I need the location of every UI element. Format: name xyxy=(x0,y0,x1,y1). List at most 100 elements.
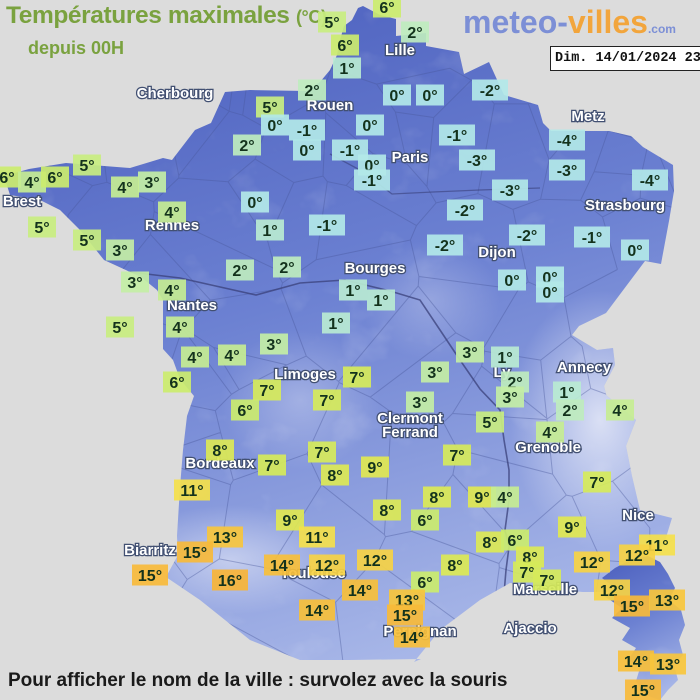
svg-text:5°: 5° xyxy=(112,320,127,337)
svg-text:4°: 4° xyxy=(117,180,132,197)
svg-text:Ferrand: Ferrand xyxy=(382,424,438,441)
svg-text:9°: 9° xyxy=(474,490,489,507)
svg-text:3°: 3° xyxy=(412,395,427,412)
svg-text:1°: 1° xyxy=(345,283,360,300)
svg-text:0°: 0° xyxy=(299,143,314,160)
svg-text:3°: 3° xyxy=(427,365,442,382)
svg-text:0°: 0° xyxy=(627,243,642,260)
svg-text:4°: 4° xyxy=(164,283,179,300)
svg-text:7°: 7° xyxy=(264,458,279,475)
svg-text:3°: 3° xyxy=(127,275,142,292)
svg-text:7°: 7° xyxy=(349,370,364,387)
svg-text:-2°: -2° xyxy=(517,228,538,245)
svg-text:2°: 2° xyxy=(232,263,247,280)
svg-text:6°: 6° xyxy=(237,403,252,420)
svg-text:8°: 8° xyxy=(212,443,227,460)
svg-text:6°: 6° xyxy=(417,513,432,530)
svg-text:0°: 0° xyxy=(389,88,404,105)
svg-text:3°: 3° xyxy=(462,345,477,362)
svg-text:6°: 6° xyxy=(169,375,184,392)
svg-text:7°: 7° xyxy=(539,573,554,590)
svg-text:8°: 8° xyxy=(327,468,342,485)
svg-text:Metz: Metz xyxy=(571,108,604,125)
svg-text:-2°: -2° xyxy=(435,238,456,255)
svg-text:1°: 1° xyxy=(262,223,277,240)
svg-text:9°: 9° xyxy=(564,520,579,537)
svg-text:Biarritz: Biarritz xyxy=(124,542,176,559)
svg-text:3°: 3° xyxy=(266,337,281,354)
svg-text:6°: 6° xyxy=(0,170,15,187)
svg-text:14°: 14° xyxy=(400,630,424,647)
svg-text:-1°: -1° xyxy=(317,218,338,235)
svg-text:9°: 9° xyxy=(367,460,382,477)
svg-text:4°: 4° xyxy=(24,175,39,192)
svg-text:7°: 7° xyxy=(449,448,464,465)
svg-text:-1°: -1° xyxy=(447,128,468,145)
svg-text:5°: 5° xyxy=(262,100,277,117)
svg-text:15°: 15° xyxy=(183,545,207,562)
svg-text:4°: 4° xyxy=(612,403,627,420)
svg-text:1°: 1° xyxy=(559,385,574,402)
svg-text:5°: 5° xyxy=(34,220,49,237)
svg-text:8°: 8° xyxy=(379,503,394,520)
svg-text:14°: 14° xyxy=(270,558,294,575)
svg-text:Paris: Paris xyxy=(392,149,429,166)
svg-text:2°: 2° xyxy=(304,83,319,100)
svg-text:2°: 2° xyxy=(239,138,254,155)
svg-text:7°: 7° xyxy=(314,445,329,462)
svg-text:-2°: -2° xyxy=(480,83,501,100)
svg-text:-2°: -2° xyxy=(455,203,476,220)
svg-text:1°: 1° xyxy=(328,316,343,333)
svg-text:13°: 13° xyxy=(655,593,679,610)
svg-text:4°: 4° xyxy=(497,490,512,507)
svg-text:6°: 6° xyxy=(47,170,62,187)
svg-text:0°: 0° xyxy=(362,118,377,135)
svg-text:11°: 11° xyxy=(305,530,328,547)
svg-text:14°: 14° xyxy=(624,654,648,671)
svg-text:6°: 6° xyxy=(379,0,394,17)
svg-text:5°: 5° xyxy=(79,233,94,250)
svg-text:2°: 2° xyxy=(562,403,577,420)
svg-text:13°: 13° xyxy=(213,530,237,547)
svg-text:-3°: -3° xyxy=(467,153,488,170)
svg-text:0°: 0° xyxy=(247,195,262,212)
svg-text:Limoges: Limoges xyxy=(274,366,336,383)
svg-text:Cherbourg: Cherbourg xyxy=(137,85,214,102)
svg-text:15°: 15° xyxy=(620,599,644,616)
svg-text:8°: 8° xyxy=(429,490,444,507)
svg-text:-1°: -1° xyxy=(340,143,361,160)
svg-text:3°: 3° xyxy=(112,243,127,260)
svg-text:-1°: -1° xyxy=(362,173,383,190)
svg-text:-1°: -1° xyxy=(582,230,603,247)
svg-text:0°: 0° xyxy=(422,88,437,105)
svg-text:8°: 8° xyxy=(447,558,462,575)
svg-text:12°: 12° xyxy=(580,555,604,572)
svg-text:9°: 9° xyxy=(282,513,297,530)
svg-text:1°: 1° xyxy=(339,61,354,78)
svg-text:5°: 5° xyxy=(324,15,339,32)
svg-text:Bourges: Bourges xyxy=(345,260,406,277)
svg-text:16°: 16° xyxy=(218,573,242,590)
svg-text:14°: 14° xyxy=(305,603,329,620)
svg-text:4°: 4° xyxy=(164,205,179,222)
svg-text:5°: 5° xyxy=(79,158,94,175)
svg-text:Ajaccio: Ajaccio xyxy=(503,620,556,637)
svg-text:Lille: Lille xyxy=(385,42,415,59)
svg-text:12°: 12° xyxy=(625,548,649,565)
svg-text:11°: 11° xyxy=(180,483,203,500)
svg-text:15°: 15° xyxy=(631,683,655,700)
svg-text:12°: 12° xyxy=(363,553,387,570)
svg-text:7°: 7° xyxy=(589,475,604,492)
svg-text:-4°: -4° xyxy=(557,133,578,150)
svg-text:3°: 3° xyxy=(502,390,517,407)
svg-text:Brest: Brest xyxy=(3,193,41,210)
svg-text:15°: 15° xyxy=(393,608,417,625)
svg-text:Dijon: Dijon xyxy=(478,244,516,261)
svg-text:-4°: -4° xyxy=(640,173,661,190)
svg-text:6°: 6° xyxy=(337,38,352,55)
svg-text:3°: 3° xyxy=(144,175,159,192)
svg-text:6°: 6° xyxy=(417,575,432,592)
svg-text:-3°: -3° xyxy=(557,163,578,180)
svg-text:2°: 2° xyxy=(279,260,294,277)
svg-text:Annecy: Annecy xyxy=(557,359,612,376)
